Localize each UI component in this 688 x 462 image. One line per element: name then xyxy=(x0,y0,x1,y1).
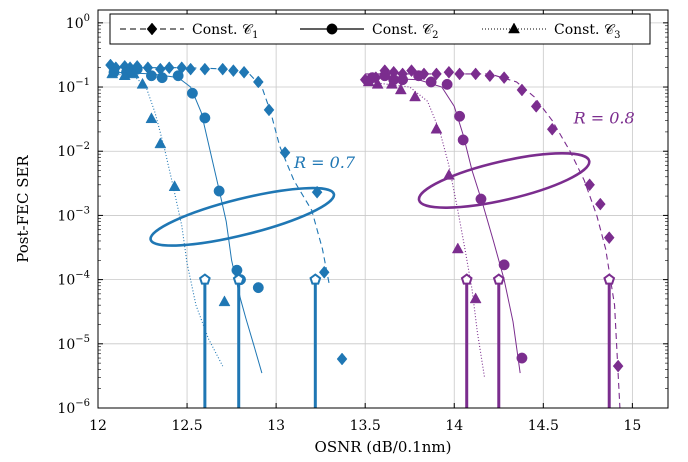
data-point-2-9 xyxy=(231,264,243,276)
annotation-0: R = 0.7 xyxy=(293,153,356,172)
data-point-10-3 xyxy=(394,83,407,95)
data-point-8-9 xyxy=(475,193,487,205)
data-layer: R = 0.7 R = 0.8 xyxy=(105,58,635,408)
x-tick-label-1: 12.5 xyxy=(171,418,202,434)
data-point-6-18 xyxy=(603,231,615,245)
data-point-4-4 xyxy=(145,112,158,124)
data-point-10-7 xyxy=(451,242,464,254)
series-markers-4 xyxy=(106,67,231,307)
data-point-10-1 xyxy=(371,77,384,89)
data-point-0-13 xyxy=(238,65,250,79)
data-point-2-4 xyxy=(156,72,168,84)
data-point-2-8 xyxy=(213,185,225,197)
data-point-4-0 xyxy=(106,67,119,79)
data-point-0-16 xyxy=(279,146,291,160)
data-point-2-7 xyxy=(199,112,211,124)
x-tick-label-4: 14 xyxy=(445,418,463,434)
x-axis-label: OSNR (dB/0.1nm) xyxy=(315,438,452,456)
axis-ticks: 12 12.5 13 13.5 14 14.5 15 100 10−1 10−2 10−3 10−4 1… xyxy=(57,10,668,434)
x-tick-label-5: 14.5 xyxy=(528,418,559,434)
data-point-4-6 xyxy=(168,180,181,191)
data-point-6-12 xyxy=(498,71,510,85)
legend: Const. 𝒞1 Const. 𝒞2 Const. 𝒞3 xyxy=(109,13,651,45)
data-point-4-7 xyxy=(218,295,231,307)
data-point-0-19 xyxy=(336,352,348,366)
data-point-10-0 xyxy=(362,75,375,87)
data-point-8-3 xyxy=(397,74,409,86)
data-point-6-8 xyxy=(443,65,455,79)
group-ellipse-1 xyxy=(417,152,591,209)
threshold-marker-4 xyxy=(492,273,505,285)
data-point-0-18 xyxy=(318,265,330,279)
x-tick-label-6: 15 xyxy=(623,418,641,434)
threshold-marker-0 xyxy=(198,273,211,285)
data-point-8-4 xyxy=(413,70,425,82)
y-tick-label-2: 10−2 xyxy=(57,141,90,160)
data-point-0-14 xyxy=(252,75,264,89)
data-point-8-8 xyxy=(457,134,469,146)
series-line-11 xyxy=(368,81,486,378)
x-tick-label-2: 13 xyxy=(267,418,285,434)
x-tick-label-3: 13.5 xyxy=(350,418,381,434)
y-axis-label: Post-FEC SER xyxy=(14,155,32,263)
y-tick-label-3: 10−3 xyxy=(57,205,90,224)
data-point-8-7 xyxy=(454,110,466,122)
x-tick-label-0: 12 xyxy=(89,418,107,434)
data-point-4-5 xyxy=(154,137,167,149)
data-point-10-5 xyxy=(430,122,443,134)
legend-label-1: Const. 𝒞2 xyxy=(372,22,438,41)
data-point-6-15 xyxy=(546,122,558,136)
legend-marker-0 xyxy=(146,22,158,36)
group-ellipse-0 xyxy=(149,186,336,247)
data-point-4-1 xyxy=(118,69,131,80)
data-point-6-9 xyxy=(454,67,465,81)
data-point-6-11 xyxy=(484,69,496,83)
annotation-1: R = 0.8 xyxy=(573,109,635,128)
data-point-8-10 xyxy=(498,259,510,271)
data-point-8-6 xyxy=(441,78,453,90)
data-point-4-3 xyxy=(136,77,149,89)
legend-marker-1 xyxy=(326,23,338,35)
legend-box xyxy=(109,13,651,45)
y-tick-label-0: 100 xyxy=(66,13,90,32)
data-point-6-19 xyxy=(612,359,624,373)
data-point-10-4 xyxy=(409,90,421,102)
data-point-6-7 xyxy=(431,67,442,81)
threshold-marker-3 xyxy=(460,273,473,285)
plot-frame xyxy=(97,9,669,409)
series-markers-8 xyxy=(366,70,528,364)
data-point-6-16 xyxy=(584,178,595,192)
y-tick-label-1: 10−1 xyxy=(57,77,90,96)
y-tick-label-4: 10−4 xyxy=(57,270,90,289)
y-tick-label-6: 10−6 xyxy=(57,398,90,417)
data-point-6-10 xyxy=(470,67,481,81)
legend-label-2: Const. 𝒞3 xyxy=(554,22,620,41)
y-tick-label-5: 10−5 xyxy=(57,334,90,353)
data-point-0-7 xyxy=(163,61,175,75)
data-point-2-5 xyxy=(172,70,184,82)
data-point-0-15 xyxy=(263,103,275,117)
data-point-0-10 xyxy=(199,62,211,76)
data-point-4-2 xyxy=(127,67,140,79)
data-point-10-2 xyxy=(385,77,398,89)
threshold-marker-2 xyxy=(309,273,322,285)
data-point-0-11 xyxy=(217,62,229,76)
data-point-2-3 xyxy=(145,70,157,82)
data-point-8-5 xyxy=(425,76,437,88)
data-point-0-9 xyxy=(185,62,196,76)
data-point-10-8 xyxy=(469,292,482,304)
data-point-6-17 xyxy=(594,197,606,211)
data-point-0-12 xyxy=(228,64,239,78)
threshold-marker-5 xyxy=(603,273,616,285)
data-point-2-6 xyxy=(186,87,198,99)
data-point-2-11 xyxy=(252,282,264,294)
threshold-marker-1 xyxy=(232,273,245,285)
legend-marker-2 xyxy=(508,22,520,34)
legend-label-0: Const. 𝒞1 xyxy=(192,22,258,41)
data-point-6-14 xyxy=(530,99,542,113)
data-point-6-13 xyxy=(516,83,528,97)
data-point-8-11 xyxy=(516,352,528,364)
